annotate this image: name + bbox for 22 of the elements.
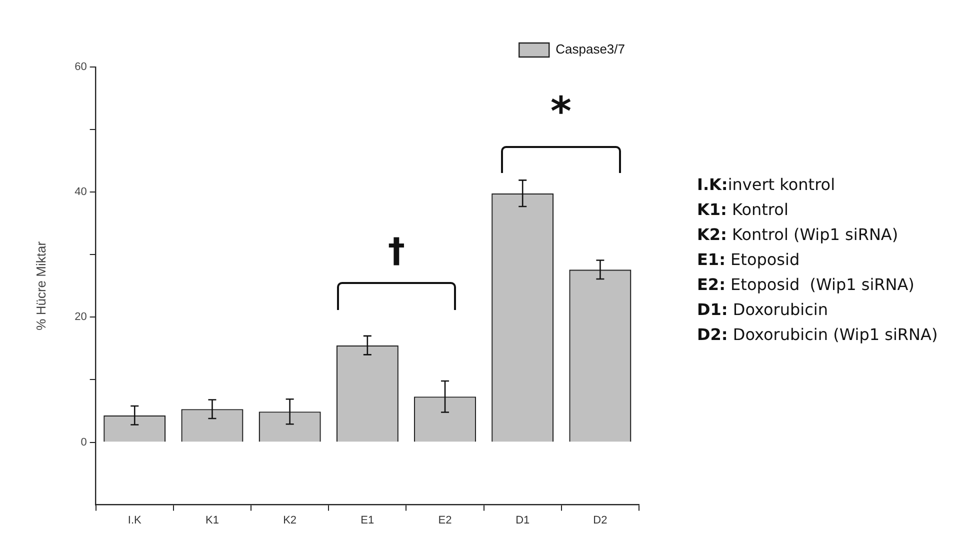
y-tick-label: 20 <box>74 311 87 324</box>
text: I.K:invert kontrol <box>697 174 836 196</box>
x-tick-label: D2 <box>593 514 608 526</box>
x-tick-label: I.K <box>128 514 142 526</box>
text: E2: Etoposid (Wip1 siRNA) <box>697 274 916 296</box>
x-tick-label: K2 <box>283 514 297 526</box>
legend-label: Caspase3/7 <box>556 42 626 57</box>
x-tick-label: E1 <box>360 514 374 526</box>
annotation: * <box>550 89 572 135</box>
text: K1: Kontrol <box>697 199 790 221</box>
y-tick-label: 0 <box>80 436 87 448</box>
x-tick-label: D1 <box>516 514 530 526</box>
text: K2: Kontrol (Wip1 siRNA) <box>697 224 900 246</box>
x-tick-label: E2 <box>438 514 452 526</box>
y-tick-label: 60 <box>74 61 87 74</box>
annotation: † <box>387 231 406 271</box>
text: E1: Etoposid <box>697 249 801 271</box>
text: D2: Doxorubicin (Wip1 siRNA) <box>697 324 939 346</box>
x-tick-label: K1 <box>205 514 219 526</box>
text: D1: Doxorubicin <box>697 299 829 321</box>
y-axis-title: % Hücre Miktar <box>33 240 48 330</box>
y-tick-label: 40 <box>74 186 87 198</box>
